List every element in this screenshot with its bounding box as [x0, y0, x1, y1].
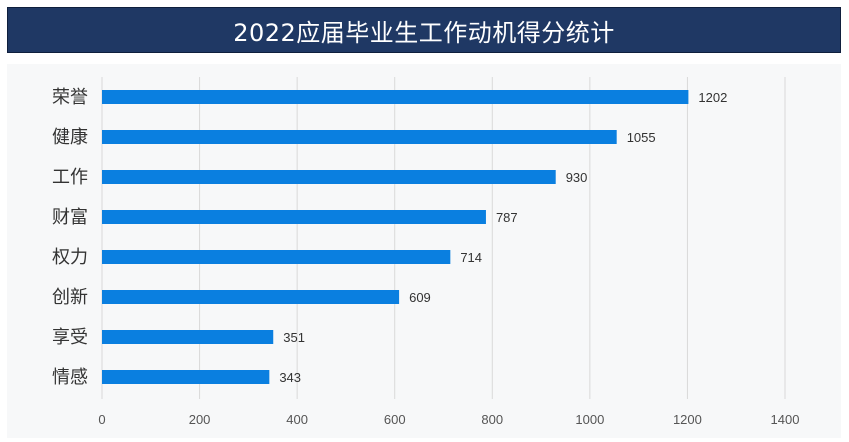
- bar: [102, 330, 274, 344]
- bar: [102, 290, 400, 304]
- x-tick-label: 400: [286, 412, 308, 427]
- bar: [102, 210, 486, 224]
- x-tick-label: 600: [384, 412, 406, 427]
- category-label: 工作: [52, 167, 88, 188]
- bar: [102, 370, 270, 384]
- x-tick-label: 0: [98, 412, 105, 427]
- x-tick-label: 1000: [575, 412, 604, 427]
- category-label: 权力: [52, 247, 88, 268]
- x-tick-label: 800: [481, 412, 503, 427]
- category-label: 财富: [52, 207, 88, 228]
- bar: [102, 250, 451, 264]
- chart-title: 2022应届毕业生工作动机得分统计: [233, 18, 615, 47]
- bar: [102, 170, 556, 184]
- category-label: 荣誉: [52, 87, 88, 108]
- data-label: 714: [460, 250, 482, 265]
- data-label: 1055: [627, 130, 656, 145]
- category-label: 健康: [52, 127, 88, 148]
- x-tick-label: 200: [189, 412, 211, 427]
- data-label: 930: [566, 170, 588, 185]
- data-label: 609: [409, 290, 431, 305]
- x-tick-label: 1200: [673, 412, 702, 427]
- data-label: 351: [283, 330, 305, 345]
- data-label: 343: [279, 370, 301, 385]
- data-label: 787: [496, 210, 518, 225]
- category-label: 情感: [52, 367, 88, 388]
- data-label: 1202: [698, 90, 727, 105]
- category-label: 享受: [52, 327, 88, 348]
- category-label: 创新: [52, 287, 88, 308]
- chart-title-bar: 2022应届毕业生工作动机得分统计: [7, 7, 841, 53]
- bar: [102, 90, 689, 104]
- x-tick-label: 1400: [771, 412, 800, 427]
- bar: [102, 130, 617, 144]
